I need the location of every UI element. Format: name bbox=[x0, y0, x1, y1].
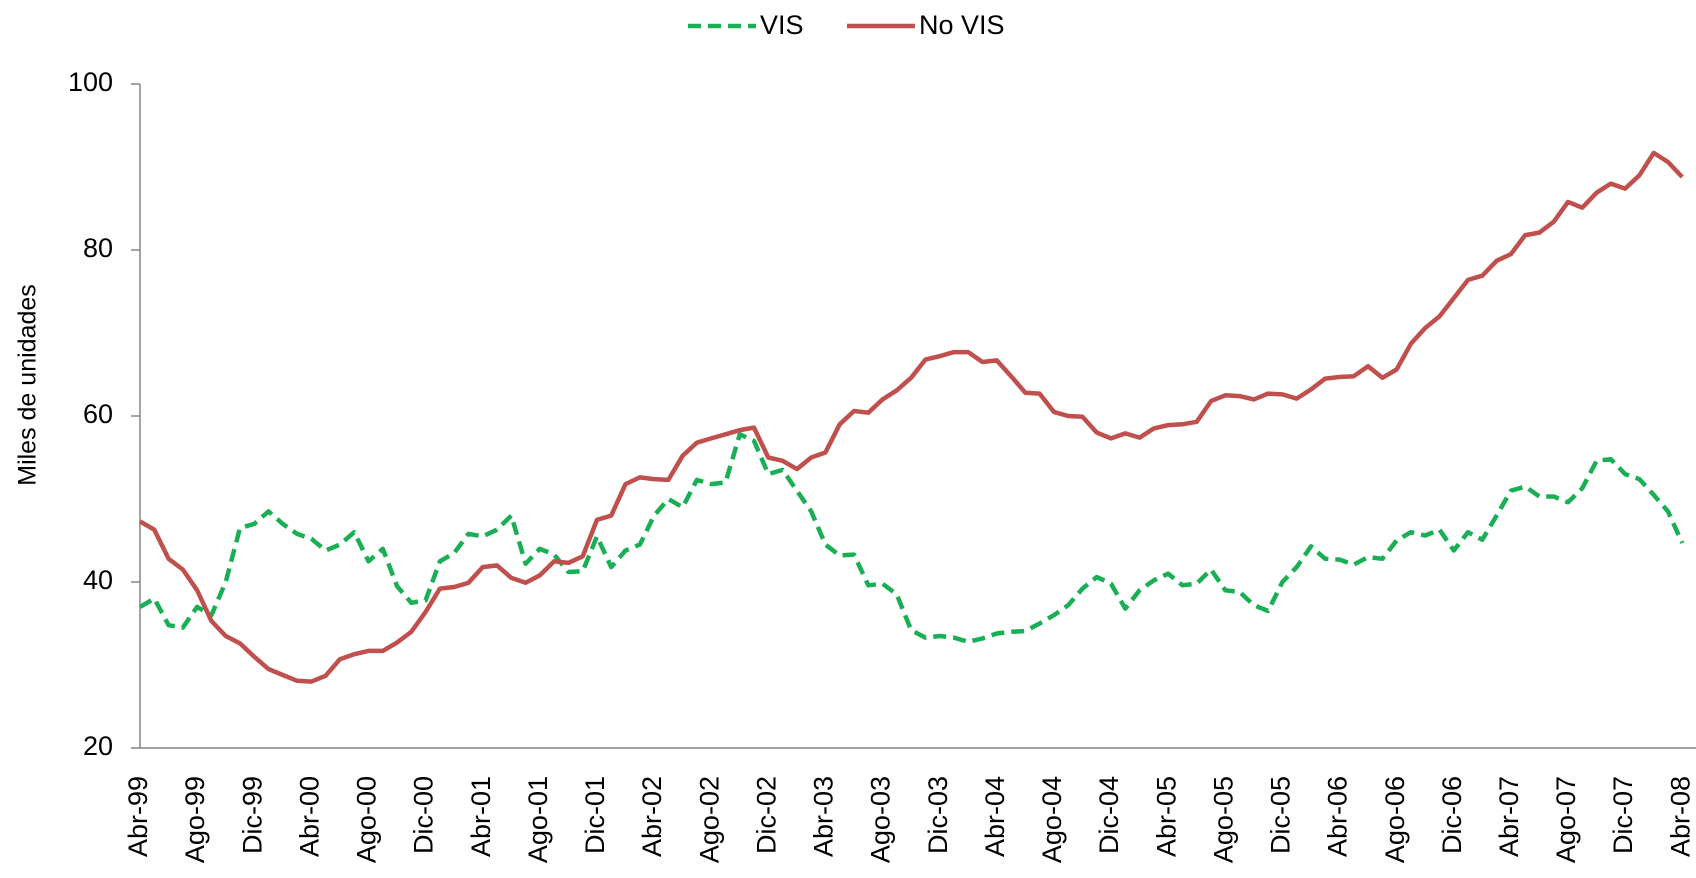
series-line bbox=[138, 150, 1684, 684]
x-tick-label: Abr-02 bbox=[637, 776, 667, 857]
x-tick-label: Dic-04 bbox=[1094, 776, 1124, 854]
x-tick-label: Dic-01 bbox=[580, 776, 610, 854]
series-line bbox=[138, 432, 1685, 645]
x-tick-label: Dic-00 bbox=[409, 776, 439, 854]
x-tick-label: Dic-02 bbox=[751, 776, 781, 854]
x-tick-label: Ago-04 bbox=[1037, 776, 1067, 863]
y-axis-title: Miles de unidades bbox=[14, 284, 42, 486]
y-tick-label: 80 bbox=[83, 233, 113, 263]
x-tick-label: Abr-04 bbox=[980, 776, 1010, 857]
y-tick-label: 100 bbox=[68, 67, 113, 97]
legend-label: No VIS bbox=[919, 10, 1005, 40]
x-tick-label: Ago-07 bbox=[1551, 776, 1581, 863]
x-tick-label: Abr-05 bbox=[1151, 776, 1181, 857]
x-tick-label: Ago-05 bbox=[1208, 776, 1238, 863]
x-tick-label: Ago-99 bbox=[180, 776, 210, 863]
x-tick-label: Dic-06 bbox=[1437, 776, 1467, 854]
x-tick-label: Abr-07 bbox=[1494, 776, 1524, 857]
x-tick-label: Dic-05 bbox=[1266, 776, 1296, 854]
legend-label: VIS bbox=[760, 10, 804, 40]
x-tick-label: Abr-99 bbox=[123, 776, 153, 857]
x-tick-label: Ago-02 bbox=[694, 776, 724, 863]
x-tick-label: Ago-01 bbox=[523, 776, 553, 863]
y-tick-label: 60 bbox=[83, 399, 113, 429]
x-tick-label: Dic-07 bbox=[1608, 776, 1638, 854]
x-tick-label: Abr-01 bbox=[466, 776, 496, 857]
x-tick-label: Dic-99 bbox=[237, 776, 267, 854]
y-tick-label: 20 bbox=[83, 731, 113, 761]
x-tick-label: Ago-03 bbox=[866, 776, 896, 863]
x-tick-label: Abr-06 bbox=[1323, 776, 1353, 857]
x-tick-label: Abr-08 bbox=[1665, 776, 1695, 857]
x-tick-label: Ago-06 bbox=[1380, 776, 1410, 863]
x-tick-label: Ago-00 bbox=[352, 776, 382, 863]
x-tick-label: Dic-03 bbox=[923, 776, 953, 854]
y-tick-label: 40 bbox=[83, 565, 113, 595]
x-tick-label: Abr-03 bbox=[809, 776, 839, 857]
x-tick-label: Abr-00 bbox=[294, 776, 324, 857]
